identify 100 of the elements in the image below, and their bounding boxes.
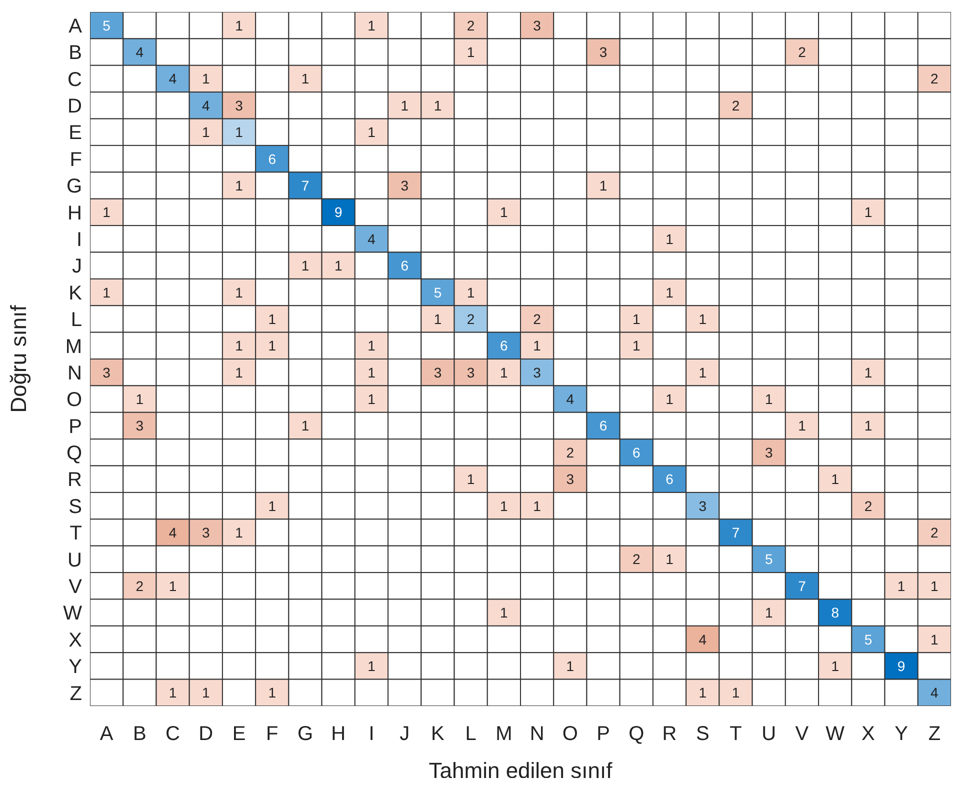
data-label: 7 (301, 178, 310, 194)
data-label: 3 (136, 418, 144, 434)
data-label: 3 (566, 471, 574, 488)
x-tick-label: N (530, 723, 544, 746)
data-label: 1 (235, 17, 244, 34)
x-tick-label: P (596, 723, 610, 746)
data-label: 1 (202, 124, 210, 140)
y-tick-label: K (68, 282, 83, 304)
data-label: 2 (732, 97, 740, 114)
data-label: 5 (102, 17, 111, 34)
data-label: 1 (666, 551, 674, 568)
data-label: 1 (666, 391, 674, 408)
data-label: 1 (268, 310, 276, 327)
data-label: 3 (202, 524, 210, 540)
data-label: 1 (235, 124, 244, 140)
data-label: 1 (764, 391, 773, 408)
data-label: 3 (698, 498, 707, 514)
x-tick-label: B (133, 723, 146, 746)
data-label: 1 (368, 124, 376, 140)
data-label: 1 (764, 604, 773, 621)
x-tick-label: R (662, 723, 677, 746)
data-label: 1 (301, 258, 310, 274)
data-label: 1 (533, 338, 542, 354)
data-label: 4 (566, 391, 574, 408)
x-tick-label: Q (628, 723, 644, 746)
y-tick-label: O (66, 389, 82, 412)
y-tick-label: P (68, 416, 82, 438)
data-label: 1 (698, 684, 707, 701)
data-label: 1 (235, 284, 244, 300)
y-tick-label: V (68, 576, 83, 598)
data-label: 1 (136, 391, 144, 408)
data-label: 1 (831, 658, 840, 674)
data-label: 3 (400, 178, 409, 194)
x-tick-label: D (198, 723, 214, 746)
y-tick-label: S (68, 496, 82, 518)
data-label: 1 (334, 258, 342, 274)
x-tick-label: J (400, 723, 410, 746)
data-label: 1 (301, 70, 310, 87)
y-tick-label: G (66, 176, 82, 198)
x-tick-label: G (297, 723, 314, 746)
data-label: 2 (798, 44, 806, 60)
x-tick-label: I (368, 723, 374, 746)
data-label: 1 (202, 684, 210, 701)
data-label: 1 (301, 418, 310, 434)
data-label: 5 (764, 551, 773, 568)
data-label: 3 (533, 364, 542, 380)
data-label: 4 (168, 70, 177, 87)
data-label: 5 (434, 284, 442, 300)
x-tick-label: H (331, 723, 346, 746)
data-label: 6 (632, 444, 641, 460)
data-label: 6 (599, 418, 608, 434)
y-tick-label: C (68, 68, 82, 91)
data-label: 2 (466, 310, 475, 327)
y-tick-label: Z (70, 682, 82, 705)
data-label: 1 (632, 338, 641, 354)
data-label: 1 (831, 471, 840, 488)
y-tick-label: Q (66, 442, 82, 465)
x-tick-label: A (100, 723, 114, 746)
x-tick-label: L (465, 723, 476, 746)
data-label: 1 (533, 498, 542, 514)
x-tick-label: U (762, 723, 776, 746)
data-label: 1 (930, 631, 939, 648)
data-label: 2 (930, 70, 939, 87)
data-label: 1 (235, 364, 244, 380)
data-label: 4 (698, 631, 707, 648)
x-tick-label: W (826, 723, 845, 746)
data-label: 1 (466, 471, 475, 488)
data-label: 2 (533, 310, 542, 327)
x-tick-label: X (862, 723, 875, 746)
data-label: 1 (368, 338, 376, 354)
data-label: 1 (235, 524, 244, 540)
data-label: 6 (400, 258, 409, 274)
data-label: 1 (434, 310, 442, 327)
data-label: 1 (599, 178, 608, 194)
data-label: 6 (666, 471, 674, 488)
data-label: 4 (930, 684, 939, 701)
y-tick-label: L (70, 309, 82, 332)
data-label: 3 (466, 364, 475, 380)
x-tick-label: V (795, 723, 810, 746)
x-axis-title: Tahmin edilen sınıf (428, 758, 614, 783)
data-label: 1 (698, 310, 707, 327)
data-label: 1 (566, 658, 574, 674)
data-label: 4 (136, 44, 144, 60)
y-tick-label: W (63, 602, 82, 625)
x-tick-label: E (232, 723, 246, 746)
data-label: 1 (235, 338, 244, 354)
data-label: 1 (864, 418, 872, 434)
x-tick-label: S (696, 723, 710, 746)
data-label: 1 (864, 204, 872, 220)
data-label: 1 (400, 97, 409, 114)
data-label: 1 (102, 284, 111, 300)
data-label: 1 (168, 684, 177, 701)
data-label: 1 (500, 604, 508, 621)
data-label: 1 (666, 230, 674, 247)
data-label: 1 (666, 284, 674, 300)
data-label: 1 (368, 658, 376, 674)
x-tick-label: Z (928, 723, 941, 746)
y-tick-label: F (70, 148, 82, 171)
data-label: 3 (102, 364, 111, 380)
data-label: 1 (235, 178, 244, 194)
